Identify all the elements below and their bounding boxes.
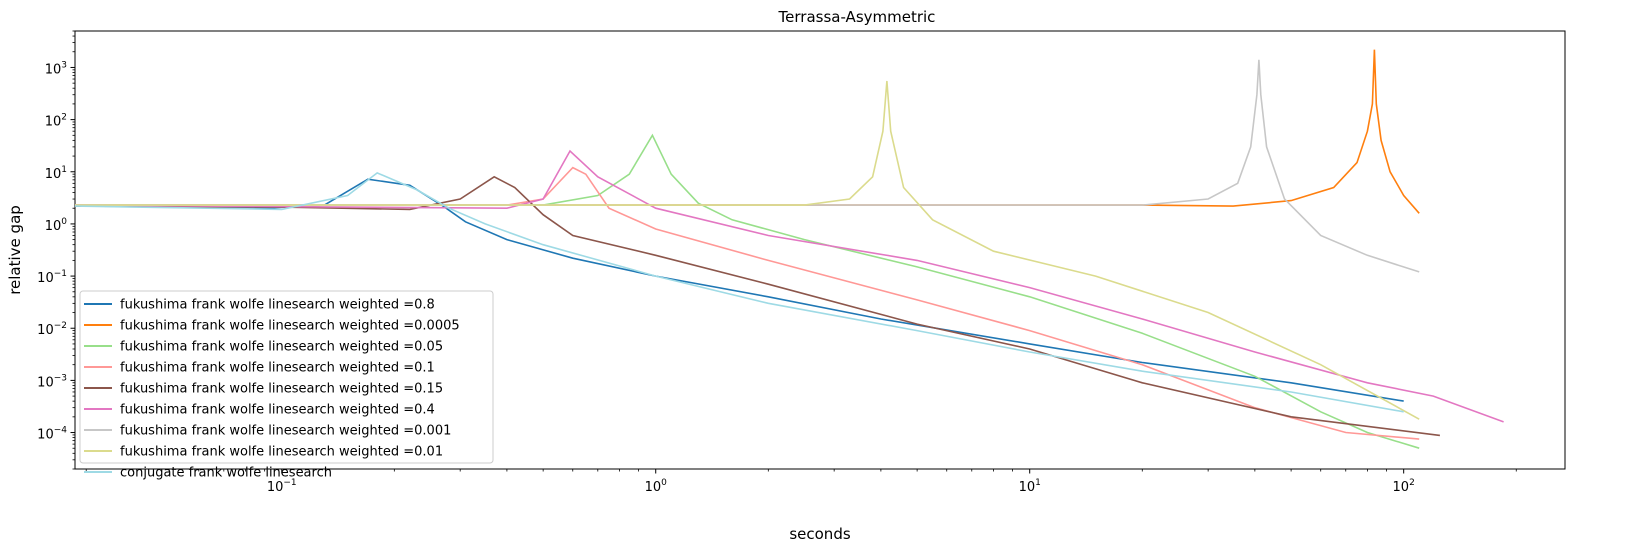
series-line-3 [75, 166, 1420, 440]
chart-title: Terrassa-Asymmetric [778, 8, 936, 26]
y-axis-label: relative gap [6, 205, 24, 295]
plot-frame [74, 30, 1566, 470]
x-axis-ticks: 10−1 100 101 102 [85, 469, 1517, 495]
legend-label-0: fukushima frank wolfe linesearch weighte… [120, 298, 435, 313]
y-tick-label: 100 [45, 217, 68, 234]
x-axis-label: seconds [789, 525, 850, 543]
legend-label-7: fukushima frank wolfe linesearch weighte… [120, 445, 443, 460]
y-tick-label: 10−3 [37, 373, 67, 390]
series-line-4 [74, 175, 1440, 437]
legend-label-8: conjugate frank wolfe linesearch [120, 466, 332, 481]
legend: fukushima frank wolfe linesearch weighte… [79, 290, 494, 481]
y-tick-label: 102 [45, 113, 67, 130]
series-line-5 [74, 149, 1504, 423]
series-line-8 [74, 171, 1404, 413]
legend-label-6: fukushima frank wolfe linesearch weighte… [120, 424, 451, 439]
legend-items: fukushima frank wolfe linesearch weighte… [84, 298, 460, 481]
plot-area: 10−1 100 101 102 10−410−310−210−11001011021… [37, 30, 1566, 495]
y-tick-label: 10−4 [37, 426, 67, 443]
x-tick-label: 100 [645, 478, 668, 495]
x-tick-label: 10−1 [267, 478, 297, 495]
series-line-6 [75, 59, 1420, 273]
legend-label-2: fukushima frank wolfe linesearch weighte… [120, 340, 443, 355]
series-line-7 [75, 80, 1420, 420]
y-tick-label: 10−2 [37, 321, 67, 338]
legend-box [79, 290, 494, 464]
y-tick-label: 10−1 [37, 269, 67, 286]
legend-label-5: fukushima frank wolfe linesearch weighte… [120, 403, 435, 418]
x-tick-label: 102 [1393, 478, 1415, 495]
legend-label-4: fukushima frank wolfe linesearch weighte… [120, 382, 443, 397]
legend-label-1: fukushima frank wolfe linesearch weighte… [120, 319, 460, 334]
y-tick-label: 103 [45, 60, 67, 77]
y-axis-ticks: 10−4 10−3 10−2 10−1 100 101 102 103 [37, 30, 75, 470]
y-tick-label: 101 [45, 165, 67, 182]
series-layer [74, 49, 1504, 449]
x-tick-label: 101 [1019, 478, 1041, 495]
legend-label-3: fukushima frank wolfe linesearch weighte… [120, 361, 435, 376]
series-line-1 [75, 49, 1420, 214]
